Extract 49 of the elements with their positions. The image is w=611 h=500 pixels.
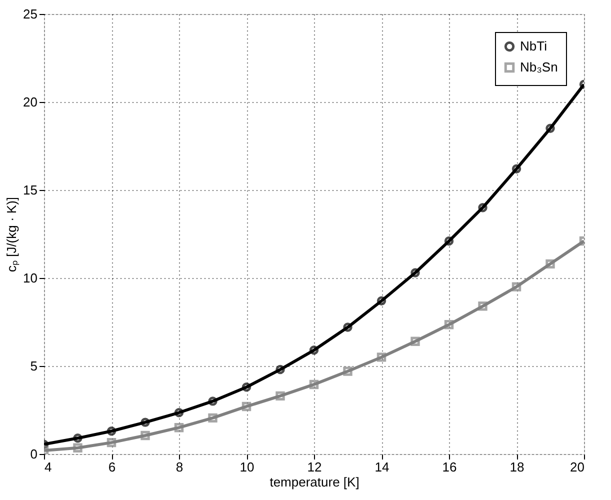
point bbox=[512, 164, 522, 174]
point bbox=[140, 430, 150, 440]
point bbox=[410, 268, 420, 278]
legend-label: Nb₃Sn bbox=[520, 60, 558, 74]
point bbox=[444, 236, 454, 246]
point bbox=[276, 364, 285, 374]
point bbox=[376, 296, 386, 306]
point bbox=[174, 422, 184, 432]
point bbox=[444, 320, 454, 330]
point bbox=[208, 396, 218, 406]
point bbox=[546, 124, 555, 133]
point bbox=[478, 203, 488, 212]
point bbox=[376, 352, 386, 362]
y-tick-label: 5 bbox=[30, 358, 38, 374]
point bbox=[106, 426, 116, 436]
x-tick-label: 4 bbox=[44, 460, 52, 474]
x-tick-label: 14 bbox=[374, 460, 390, 474]
x-tick-label: 6 bbox=[108, 460, 116, 474]
point bbox=[174, 408, 184, 418]
point bbox=[242, 402, 252, 412]
point bbox=[276, 391, 285, 401]
point bbox=[309, 380, 319, 390]
y-tick-label: 15 bbox=[23, 182, 38, 198]
point bbox=[140, 418, 150, 427]
point bbox=[546, 259, 555, 269]
x-axis-title: temperature [K] bbox=[270, 474, 360, 490]
y-tick-label: 20 bbox=[23, 94, 38, 110]
point bbox=[343, 366, 352, 376]
point bbox=[309, 346, 319, 355]
point bbox=[410, 336, 420, 346]
legend-label: NbTi bbox=[520, 38, 548, 54]
y-tick-label: 0 bbox=[30, 446, 38, 462]
x-tick-label: 10 bbox=[240, 460, 254, 474]
point bbox=[242, 382, 252, 392]
point bbox=[73, 434, 82, 443]
y-tick-label: 25 bbox=[23, 6, 38, 22]
point bbox=[208, 413, 218, 423]
point bbox=[478, 302, 488, 311]
point bbox=[73, 443, 82, 452]
point bbox=[106, 438, 116, 448]
x-tick-label: 16 bbox=[442, 460, 457, 474]
point bbox=[343, 322, 352, 332]
x-tick-label: 8 bbox=[176, 460, 184, 474]
x-tick-label: 18 bbox=[510, 460, 524, 474]
y-tick-label: 10 bbox=[23, 270, 38, 286]
y-axis-title: cₚ [J/(kg · K)] bbox=[4, 196, 20, 272]
x-tick-label: 20 bbox=[570, 460, 584, 474]
point bbox=[512, 282, 522, 292]
x-tick-label: 12 bbox=[307, 460, 322, 474]
